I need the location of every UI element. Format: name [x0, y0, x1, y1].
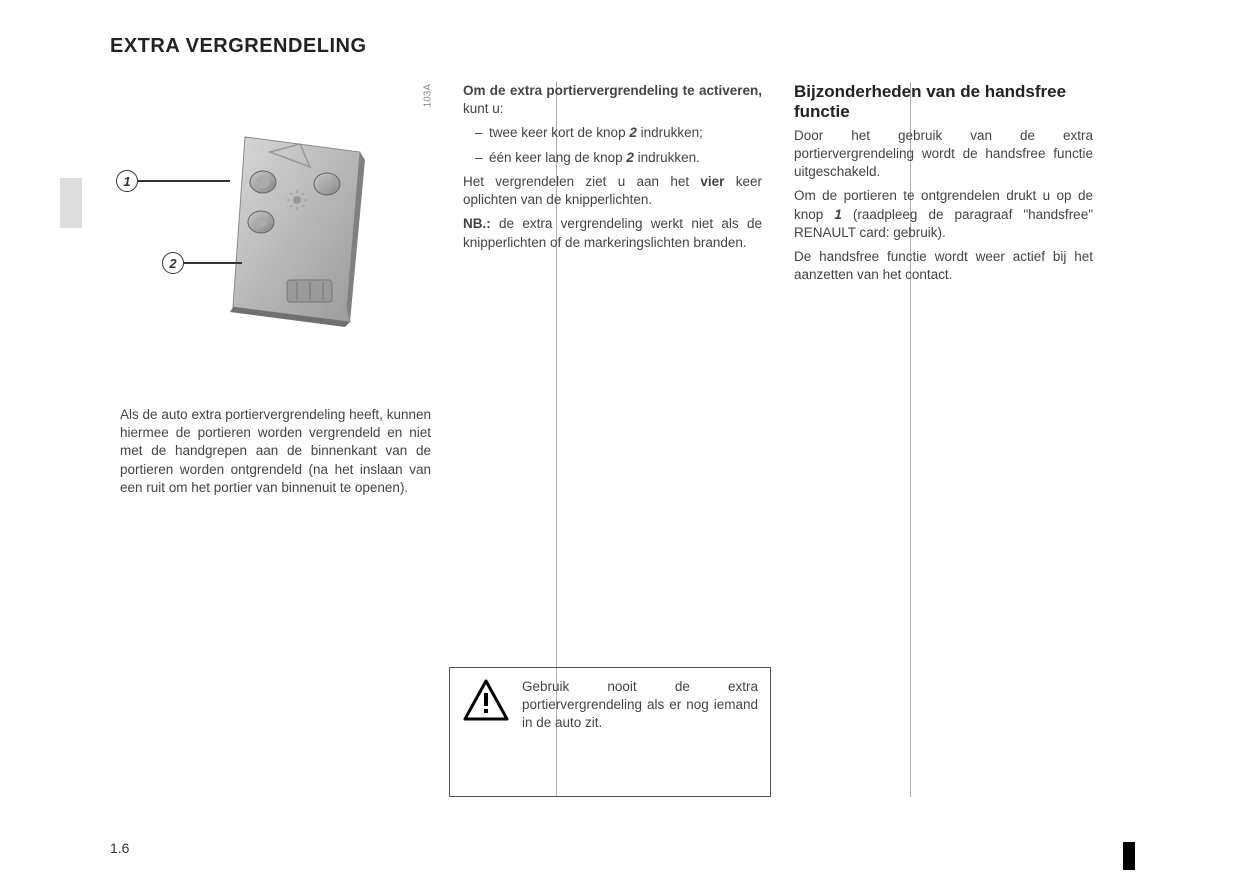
warning-icon: [462, 678, 510, 722]
note-label: NB.:: [463, 216, 491, 231]
text: indrukken.: [634, 150, 700, 165]
column-2: Om de extra portiervergrendeling te acti…: [441, 82, 772, 797]
callout-line: [184, 262, 242, 264]
lead-rest: kunt u:: [463, 101, 504, 116]
warning-box: Gebruik nooit de extra portiervergrendel…: [449, 667, 771, 797]
ref-num: 2: [629, 125, 637, 140]
text: één keer lang de knop: [489, 150, 626, 165]
ref-num: 1: [834, 207, 842, 222]
paragraph: Door het gebruik van de extra portierver…: [794, 127, 1093, 182]
page-number: 1.6: [110, 840, 129, 856]
col3-body: Door het gebruik van de extra portierver…: [794, 127, 1093, 285]
paragraph: De handsfree functie wordt weer actief b…: [794, 248, 1093, 284]
paragraph: Om de portieren te ontgrendelen drukt u …: [794, 187, 1093, 242]
warning-text: Gebruik nooit de extra portiervergrendel…: [522, 678, 758, 733]
paragraph: Om de extra portiervergrendeling te acti…: [463, 82, 762, 118]
col2-body: Om de extra portiervergrendeling te acti…: [463, 82, 762, 252]
section-tab: [60, 178, 82, 228]
paragraph: Als de auto extra portiervergrendeling h…: [120, 406, 431, 497]
text: twee keer kort de knop: [489, 125, 629, 140]
column-1: 103A: [110, 82, 441, 797]
callout-badge: 1: [116, 170, 138, 192]
column-3: Bijzonderheden van de handsfree functie …: [772, 82, 1103, 797]
ref-num: 2: [626, 150, 634, 165]
figure-code: 103A: [422, 84, 433, 107]
text: de extra vergrendeling werkt niet als de…: [463, 216, 762, 249]
bullet-2: één keer lang de knop 2 indrukken.: [475, 149, 762, 167]
text: indrukken;: [637, 125, 703, 140]
paragraph: Het vergrendelen ziet u aan het vier kee…: [463, 173, 762, 209]
page-title: EXTRA VERGRENDELING: [110, 35, 367, 58]
lead-bold: Om de extra portiervergrendeling te acti…: [463, 83, 762, 98]
section-heading: Bijzonderheden van de handsfree functie: [794, 82, 1093, 123]
callout-badge: 2: [162, 252, 184, 274]
crop-mark: [1123, 842, 1135, 870]
col1-paragraph: Als de auto extra portiervergrendeling h…: [120, 406, 431, 497]
emphasis: vier: [700, 174, 724, 189]
callout-2: 2: [162, 252, 242, 274]
content-columns: 103A: [110, 82, 1103, 797]
paragraph: NB.: de extra vergrendeling werkt niet a…: [463, 215, 762, 251]
keycard-illustration: [215, 132, 370, 327]
bullet-1: twee keer kort de knop 2 indrukken;: [475, 124, 762, 142]
text: Het vergrendelen ziet u aan het: [463, 174, 700, 189]
callout-1: 1: [116, 170, 230, 192]
callout-line: [138, 180, 230, 182]
keycard-figure: 103A: [120, 82, 420, 382]
